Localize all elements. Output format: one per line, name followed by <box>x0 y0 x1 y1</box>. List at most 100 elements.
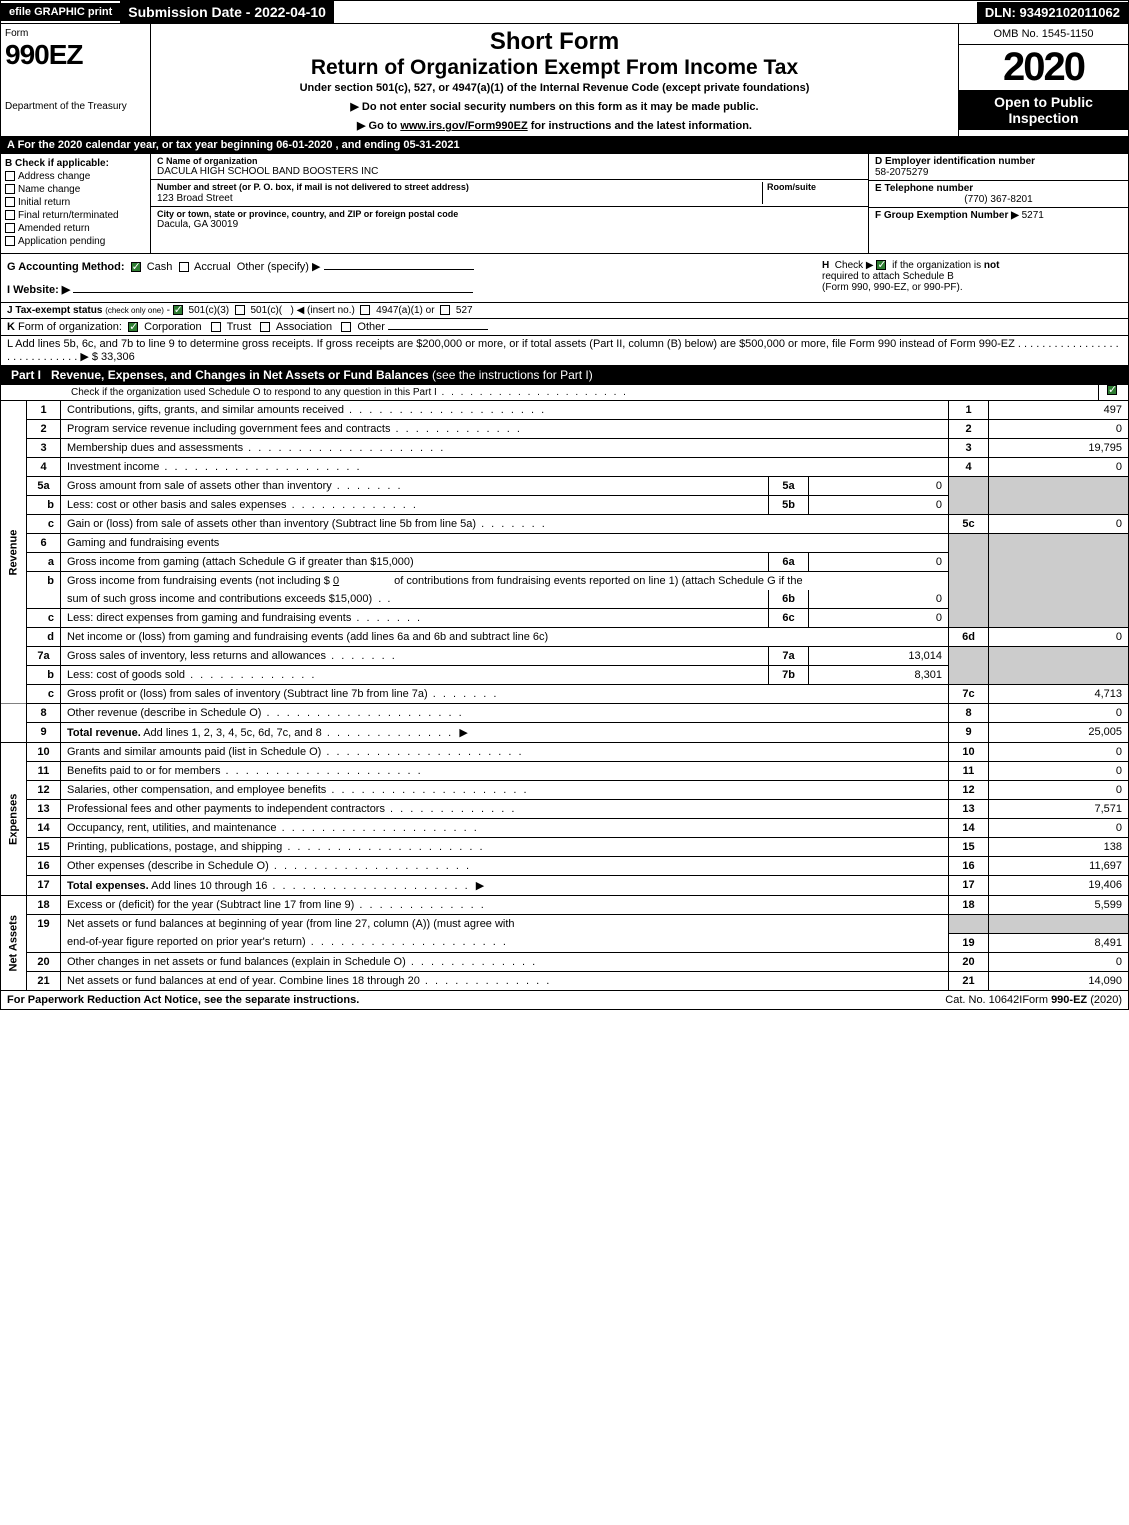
checkbox-application-pending[interactable]: Application pending <box>5 236 146 247</box>
department-label: Department of the Treasury <box>5 101 146 112</box>
line-2-num: 2 <box>27 420 61 439</box>
line-3-desc: Membership dues and assessments <box>67 442 243 454</box>
line-21-code: 21 <box>949 971 989 990</box>
section-b: B Check if applicable: Address change Na… <box>1 154 151 253</box>
line-14-code: 14 <box>949 819 989 838</box>
line-6c-num: c <box>27 609 61 628</box>
line-10-amount: 0 <box>989 743 1129 762</box>
line-9-arrow: ▶ <box>459 727 467 739</box>
line-10-num: 10 <box>27 743 61 762</box>
grey-7-amt <box>989 647 1129 685</box>
line-7c-num: c <box>27 685 61 704</box>
part-i-check-row: Check if the organization used Schedule … <box>0 385 1129 401</box>
checkbox-schedule-b[interactable] <box>876 260 886 270</box>
checkbox-amended-return[interactable]: Amended return <box>5 223 146 234</box>
line-18-code: 18 <box>949 896 989 915</box>
line-14-amount: 0 <box>989 819 1129 838</box>
city-label: City or town, state or province, country… <box>157 209 862 219</box>
line-7a-num: 7a <box>27 647 61 666</box>
checkbox-schedule-o[interactable] <box>1107 385 1117 395</box>
line-1-num: 1 <box>27 401 61 420</box>
section-h-line2: required to attach Schedule B <box>822 271 1122 282</box>
checkbox-association[interactable] <box>260 322 270 332</box>
line-7b-subval: 8,301 <box>809 666 949 685</box>
footer-form-number: 990-EZ <box>1051 994 1087 1006</box>
line-15-desc: Printing, publications, postage, and shi… <box>67 841 282 853</box>
part-i-label: Part I <box>1 366 51 384</box>
grey-19-amt <box>989 915 1129 934</box>
other-specify-field[interactable] <box>324 269 474 270</box>
line-7b-desc: Less: cost of goods sold <box>67 669 185 681</box>
line-5b-sub: 5b <box>769 496 809 515</box>
line-13-num: 13 <box>27 800 61 819</box>
checkbox-address-change[interactable]: Address change <box>5 171 146 182</box>
section-def: D Employer identification number 58-2075… <box>868 154 1128 253</box>
line-9-amount: 25,005 <box>989 723 1129 743</box>
section-g: G Accounting Method: Cash Accrual Other … <box>7 260 822 296</box>
checkbox-501c3[interactable] <box>173 305 183 315</box>
line-6d-desc: Net income or (loss) from gaming and fun… <box>61 628 949 647</box>
line-7b-sub: 7b <box>769 666 809 685</box>
header-left: Form 990EZ Department of the Treasury <box>1 24 151 136</box>
line-4-amount: 0 <box>989 458 1129 477</box>
catalog-number: Cat. No. 10642I <box>945 994 1022 1006</box>
revenue-side-label: Revenue <box>1 401 27 704</box>
line-19-code: 19 <box>949 933 989 952</box>
checkbox-initial-return[interactable]: Initial return <box>5 197 146 208</box>
line-19-num: 19 <box>27 915 61 953</box>
tax-year: 2020 <box>959 45 1128 90</box>
line-18-desc: Excess or (deficit) for the year (Subtra… <box>67 899 354 911</box>
line-5a-num: 5a <box>27 477 61 496</box>
checkbox-cash[interactable] <box>131 262 141 272</box>
website-field[interactable] <box>73 292 473 293</box>
line-6d-amount: 0 <box>989 628 1129 647</box>
form-footer: For Paperwork Reduction Act Notice, see … <box>0 991 1129 1010</box>
under-section-text: Under section 501(c), 527, or 4947(a)(1)… <box>159 82 950 94</box>
line-5b-subval: 0 <box>809 496 949 515</box>
efile-print-button[interactable]: efile GRAPHIC print <box>1 3 120 21</box>
checkbox-4947a1[interactable] <box>360 305 370 315</box>
group-exemption-value: 5271 <box>1022 210 1044 221</box>
checkbox-final-return[interactable]: Final return/terminated <box>5 210 146 221</box>
paperwork-notice: For Paperwork Reduction Act Notice, see … <box>7 994 945 1006</box>
line-6d-code: 6d <box>949 628 989 647</box>
checkbox-trust[interactable] <box>211 322 221 332</box>
grey-6-amt <box>989 534 1129 628</box>
line-7a-subval: 13,014 <box>809 647 949 666</box>
line-12-code: 12 <box>949 781 989 800</box>
line-6b-desc-a: Gross income from fundraising events (no… <box>67 575 330 587</box>
group-exemption-label: F Group Exemption Number ▶ <box>875 210 1019 221</box>
other-org-field[interactable] <box>388 329 488 330</box>
line-16-desc: Other expenses (describe in Schedule O) <box>67 860 269 872</box>
line-8-desc: Other revenue (describe in Schedule O) <box>67 707 261 719</box>
grey-5 <box>949 477 989 515</box>
checkbox-corporation[interactable] <box>128 322 138 332</box>
line-2-amount: 0 <box>989 420 1129 439</box>
line-6-num: 6 <box>27 534 61 553</box>
line-15-code: 15 <box>949 838 989 857</box>
ein-label: D Employer identification number <box>875 156 1122 167</box>
org-name: DACULA HIGH SCHOOL BAND BOOSTERS INC <box>157 166 862 177</box>
checkbox-name-change[interactable]: Name change <box>5 184 146 195</box>
footer-form-year: (2020) <box>1087 994 1122 1006</box>
checkbox-other-org[interactable] <box>341 322 351 332</box>
section-b-c-d: B Check if applicable: Address change Na… <box>0 154 1129 254</box>
street-value: 123 Broad Street <box>157 193 762 204</box>
line-17-amount: 19,406 <box>989 876 1129 896</box>
line-6b-subval: 0 <box>809 590 949 609</box>
irs-link[interactable]: www.irs.gov/Form990EZ <box>400 120 527 132</box>
checkbox-accrual[interactable] <box>179 262 189 272</box>
part-i-note: (see the instructions for Part I) <box>432 368 593 382</box>
checkbox-501c[interactable] <box>235 305 245 315</box>
grey-5-amt <box>989 477 1129 515</box>
line-6b-desc-a3: of contributions from fundraising events… <box>394 575 802 587</box>
short-form-title: Short Form <box>159 28 950 56</box>
open-to-public: Open to Public Inspection <box>959 90 1128 130</box>
line-13-desc: Professional fees and other payments to … <box>67 803 385 815</box>
line-8-amount: 0 <box>989 704 1129 723</box>
line-6a-sub: 6a <box>769 553 809 572</box>
submission-date: Submission Date - 2022-04-10 <box>120 1 334 23</box>
line-4-desc: Investment income <box>67 461 159 473</box>
checkbox-527[interactable] <box>440 305 450 315</box>
accounting-method-label: G Accounting Method: <box>7 261 125 273</box>
